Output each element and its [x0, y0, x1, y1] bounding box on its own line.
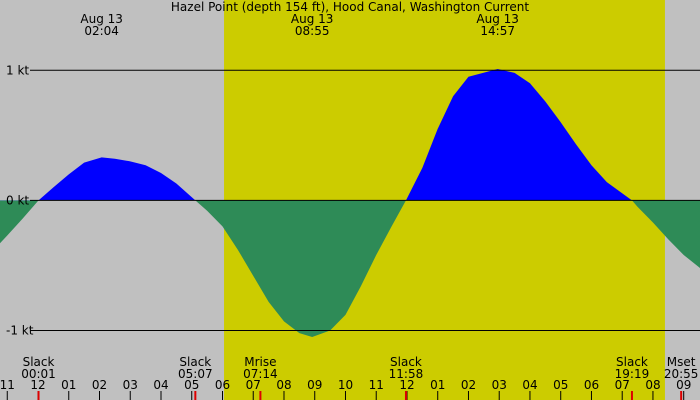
- event-name: Mrise: [244, 355, 276, 369]
- event-time: 07:14: [243, 367, 278, 381]
- x-tick-label: 06: [584, 378, 599, 392]
- y-tick-label: 1 kt: [6, 63, 29, 77]
- y-tick-label: 0 kt: [6, 193, 29, 207]
- x-tick-label: 02: [461, 378, 476, 392]
- x-tick-label: 12: [399, 378, 414, 392]
- x-tick-label: 08: [645, 378, 660, 392]
- x-tick-label: 07: [615, 378, 630, 392]
- x-tick-label: 03: [123, 378, 138, 392]
- x-tick-label: 05: [184, 378, 199, 392]
- x-tick-label: 10: [338, 378, 353, 392]
- x-tick-label: 11: [369, 378, 384, 392]
- event-time: 20:55: [664, 367, 699, 381]
- event-time: 00:01: [21, 367, 56, 381]
- x-tick-label: 09: [676, 378, 691, 392]
- x-tick-label: 01: [61, 378, 76, 392]
- peak-time: 02:04: [84, 24, 119, 38]
- event-name: Slack: [390, 355, 422, 369]
- event-name: Slack: [23, 355, 55, 369]
- event-name: Mset: [667, 355, 696, 369]
- peak-time: 14:57: [480, 24, 515, 38]
- x-tick-label: 04: [522, 378, 537, 392]
- peak-time: 08:55: [295, 24, 330, 38]
- x-tick-label: 01: [430, 378, 445, 392]
- event-time: 11:58: [389, 367, 424, 381]
- x-tick-label: 08: [276, 378, 291, 392]
- x-tick-label: 02: [92, 378, 107, 392]
- x-tick-label: 06: [215, 378, 230, 392]
- event-name: Slack: [179, 355, 211, 369]
- event-name: Slack: [616, 355, 648, 369]
- chart-title: Hazel Point (depth 154 ft), Hood Canal, …: [171, 0, 529, 14]
- peak-date: Aug 13: [476, 12, 519, 26]
- x-tick-label: 04: [153, 378, 168, 392]
- x-tick-label: 07: [246, 378, 261, 392]
- x-tick-label: 12: [30, 378, 45, 392]
- peak-date: Aug 13: [291, 12, 334, 26]
- x-tick-label: 09: [307, 378, 322, 392]
- event-time: 05:07: [178, 367, 213, 381]
- event-time: 19:19: [615, 367, 650, 381]
- x-tick-label: 11: [0, 378, 15, 392]
- x-tick-label: 05: [553, 378, 568, 392]
- current-area: [0, 68, 700, 337]
- x-tick-label: 03: [492, 378, 507, 392]
- y-tick-label: -1 kt: [6, 323, 34, 337]
- peak-date: Aug 13: [80, 12, 123, 26]
